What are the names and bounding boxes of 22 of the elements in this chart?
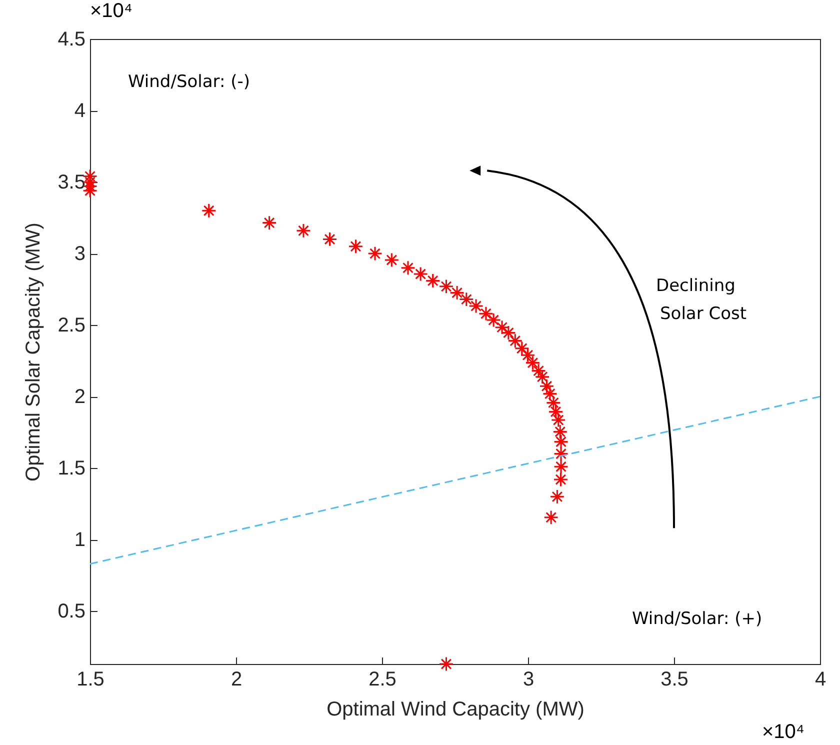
annotation: Wind/Solar: (+) xyxy=(632,609,762,629)
y-tick-label: 1 xyxy=(74,529,86,552)
x-tick-label: 4 xyxy=(814,668,826,690)
x-axis-title: Optimal Wind Capacity (MW) xyxy=(326,698,584,720)
y-tick-label: 4 xyxy=(74,100,86,122)
y-tick-label: 1.5 xyxy=(58,458,86,480)
text: ×10⁴ xyxy=(90,0,133,22)
x-tick-label: 2.5 xyxy=(368,668,396,690)
annotation: Wind/Solar: (-) xyxy=(128,72,250,92)
y-tick-label: 0.5 xyxy=(58,600,86,623)
annotation: Declining xyxy=(656,276,736,296)
y-tick-label: 3 xyxy=(74,243,86,266)
text: ×10⁴ xyxy=(762,721,805,743)
y-tick-label: 2.5 xyxy=(58,314,86,337)
y-tick-label: 3.5 xyxy=(58,172,86,194)
x-tick-label: 2 xyxy=(230,668,242,690)
x-tick-label: 3.5 xyxy=(660,668,688,690)
x-tick-label: 3 xyxy=(522,668,534,690)
y-axis-title: Optimal Solar Capacity (MW) xyxy=(22,222,45,482)
y-tick-label: 4.5 xyxy=(58,28,86,50)
y-tick-label: 2 xyxy=(74,386,86,408)
annotation: Solar Cost xyxy=(660,304,747,324)
